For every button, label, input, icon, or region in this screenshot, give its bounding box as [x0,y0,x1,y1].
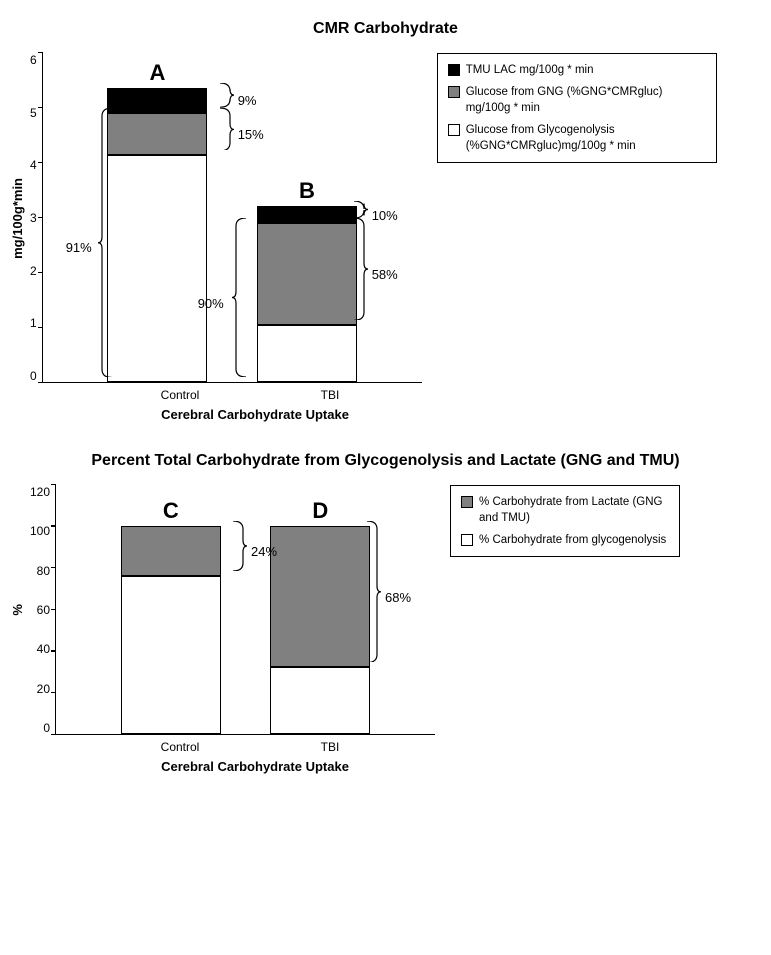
chart1-x-labels: Control TBI [65,383,445,402]
annotation-label: 90% [198,296,224,311]
legend-item-glycogenolysis: Glucose from Glycogenolysis (%GNG*CMRglu… [448,122,706,154]
annotation-label: 9% [238,93,257,108]
legend-swatch [461,496,473,508]
legend-item-tmu_lac: TMU LAC mg/100g * min [448,62,706,78]
annotation-label: 10% [372,208,398,223]
annotation-label: 58% [372,267,398,282]
legend-item-lactate: % Carbohydrate from Lactate (GNG and TMU… [461,494,669,526]
legend-label: % Carbohydrate from Lactate (GNG and TMU… [479,494,669,526]
legend-swatch [448,64,460,76]
chart2-plot-area: CD 24%68% [55,485,435,735]
segment-glycogenolysis [107,155,207,382]
y-tick-label: 1 [30,316,37,330]
y-tick-label: 3 [30,211,37,225]
segment-tmu_lac [257,206,357,223]
bar-control: C [121,526,221,734]
segment-glyco [270,667,370,734]
brace-annotation [367,521,381,668]
bar-control: A [107,88,207,382]
chart1-x-title: Cerebral Carbohydrate Uptake [65,407,445,422]
legend-item-glyco: % Carbohydrate from glycogenolysis [461,532,669,548]
chart1-plot-area: AB 91%15%9%90%58%10% [42,53,422,383]
chart1-legend: TMU LAC mg/100g * min Glucose from GNG (%… [437,53,717,163]
brace-annotation [354,201,368,223]
y-tick-label: 80 [37,564,50,578]
chart-cmr-carbohydrate: CMR Carbohydrate mg/100g*min 6543210 AB … [10,20,761,422]
segment-lactate [270,526,370,668]
brace-annotation [232,218,246,382]
segment-glycogenolysis [257,325,357,382]
legend-label: % Carbohydrate from glycogenolysis [479,532,666,548]
brace-annotation [354,218,368,325]
annotation-label: 15% [238,127,264,142]
brace-annotation [98,108,112,383]
y-tick-label: 60 [37,603,50,617]
legend-label: Glucose from GNG (%GNG*CMRgluc) mg/100g … [466,84,706,116]
y-tick-label: 6 [30,53,37,67]
panel-letter: C [121,498,221,524]
brace-annotation [220,83,234,112]
x-tick-label: Control [130,388,230,402]
y-tick-label: 120 [30,485,50,499]
annotation-label: 68% [385,590,411,605]
brace-annotation [220,108,234,156]
brace-annotation [233,521,247,576]
segment-lactate [121,526,221,576]
panel-letter: A [107,60,207,86]
segment-glyco [121,576,221,734]
chart2-x-labels: Control TBI [65,735,445,754]
chart1-title: CMR Carbohydrate [10,20,761,38]
x-tick-label: TBI [280,740,380,754]
x-tick-label: Control [130,740,230,754]
legend-swatch [461,534,473,546]
panel-letter: B [257,178,357,204]
y-tick-label: 20 [37,682,50,696]
y-tick-label: 2 [30,264,37,278]
legend-swatch [448,124,460,136]
y-tick-label: 5 [30,106,37,120]
y-tick-label: 0 [43,721,50,735]
bar-tbi: B [257,206,357,382]
legend-label: Glucose from Glycogenolysis (%GNG*CMRglu… [466,122,706,154]
chart1-y-axis: 6 5 4 3 2 1 0 [30,53,42,383]
chart2-x-title: Cerebral Carbohydrate Uptake [65,759,445,774]
legend-swatch [448,86,460,98]
legend-label: TMU LAC mg/100g * min [466,62,594,78]
bar-tbi: D [270,526,370,734]
chart2-y-label: % [10,604,25,616]
segment-tmu_lac [107,88,207,112]
y-tick-label: 100 [30,524,50,538]
annotation-label: 91% [66,240,92,255]
x-tick-label: TBI [280,388,380,402]
chart1-y-label: mg/100g*min [10,178,25,259]
segment-gng [257,223,357,325]
y-tick-label: 0 [30,369,37,383]
chart2-title: Percent Total Carbohydrate from Glycogen… [10,452,761,470]
annotation-label: 24% [251,544,277,559]
chart-percent-carbohydrate: Percent Total Carbohydrate from Glycogen… [10,452,761,774]
panel-letter: D [270,498,370,524]
y-tick-label: 40 [37,642,50,656]
y-tick-label: 4 [30,158,37,172]
segment-gng [107,113,207,156]
chart2-y-axis: 120 100 80 60 40 20 0 [30,485,55,735]
legend-item-gng: Glucose from GNG (%GNG*CMRgluc) mg/100g … [448,84,706,116]
chart2-legend: % Carbohydrate from Lactate (GNG and TMU… [450,485,680,557]
